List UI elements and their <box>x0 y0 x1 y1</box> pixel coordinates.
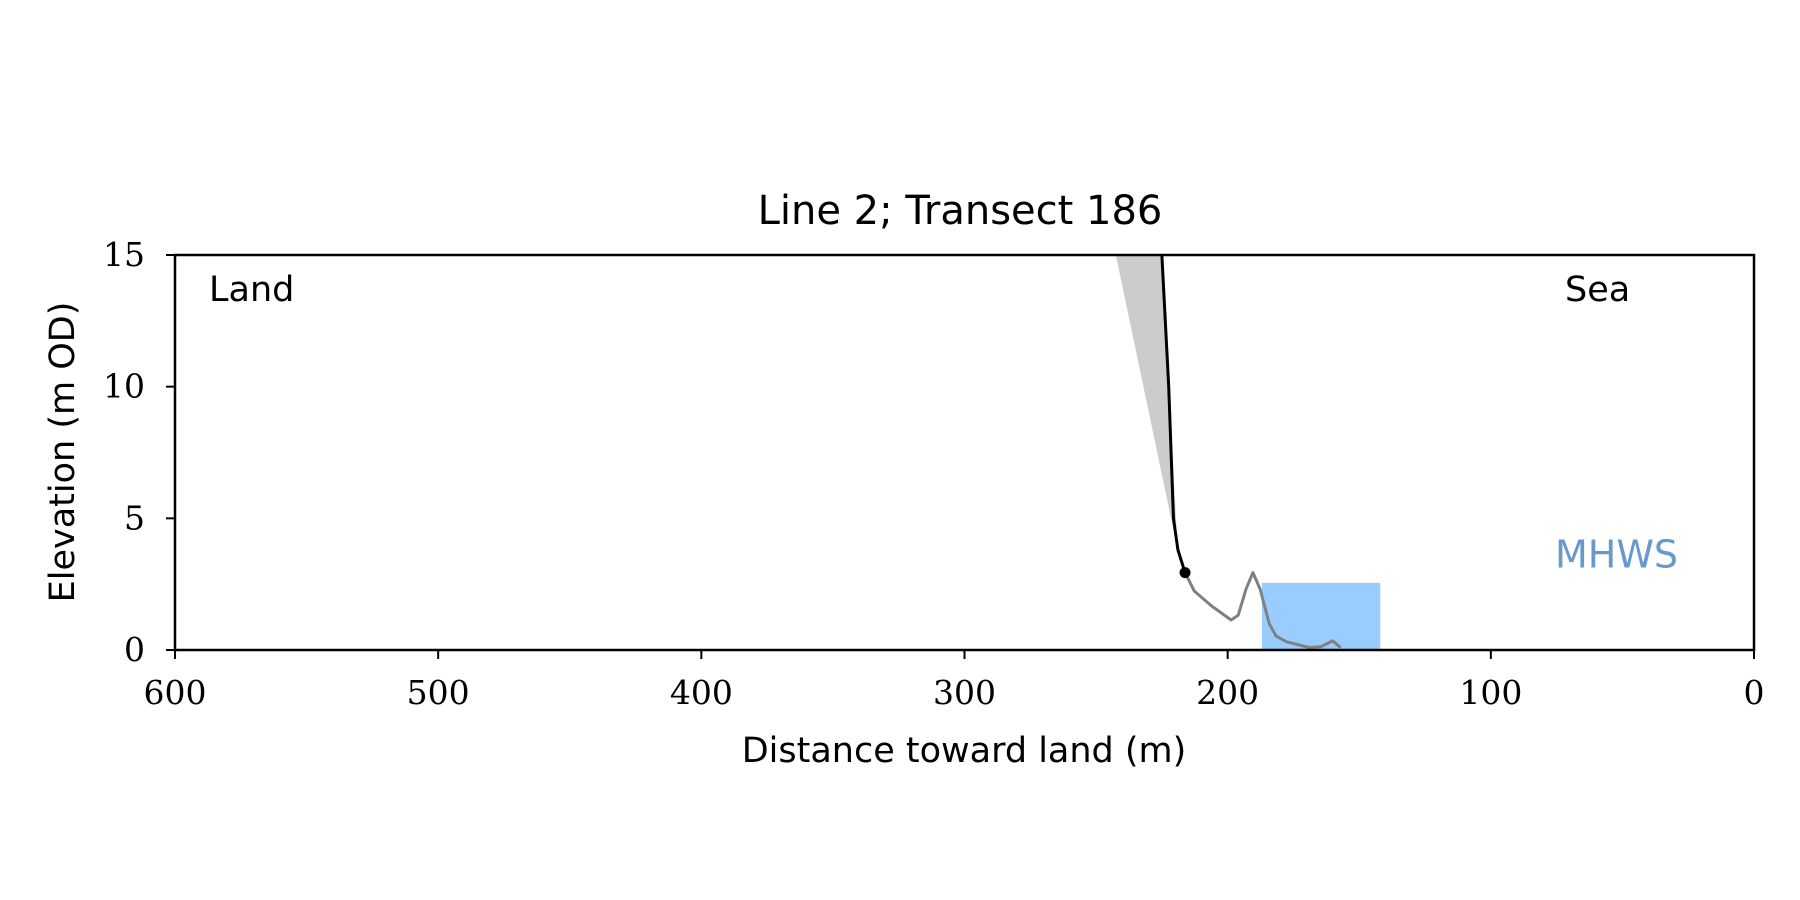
x-tick-label: 300 <box>933 673 996 712</box>
x-tick-label: 600 <box>144 673 207 712</box>
annotation: Land <box>209 270 294 310</box>
plot-frame <box>173 253 1756 652</box>
annotation: MHWS <box>1555 533 1678 577</box>
annotation: Sea <box>1565 270 1630 310</box>
x-tick-label: 400 <box>670 673 733 712</box>
x-tick-label: 0 <box>1744 673 1765 712</box>
y-tick-label: 15 <box>103 235 145 274</box>
y-tick-label: 10 <box>103 367 145 406</box>
x-tick-label: 200 <box>1196 673 1259 712</box>
chart-title: Line 2; Transect 186 <box>758 188 1163 234</box>
point-marker <box>1179 567 1191 579</box>
x-tick-label: 500 <box>407 673 470 712</box>
y-axis-label: Elevation (m OD) <box>43 302 83 603</box>
profile-line <box>1183 571 1342 650</box>
y-tick-label: 0 <box>124 630 145 669</box>
x-axis-label: Distance toward land (m) <box>742 731 1187 771</box>
y-tick-label: 5 <box>124 498 145 537</box>
x-tick-label: 100 <box>1459 673 1522 712</box>
profile-line <box>1160 254 1187 574</box>
mhws-band <box>1261 582 1381 650</box>
shaded-area <box>1115 255 1178 550</box>
